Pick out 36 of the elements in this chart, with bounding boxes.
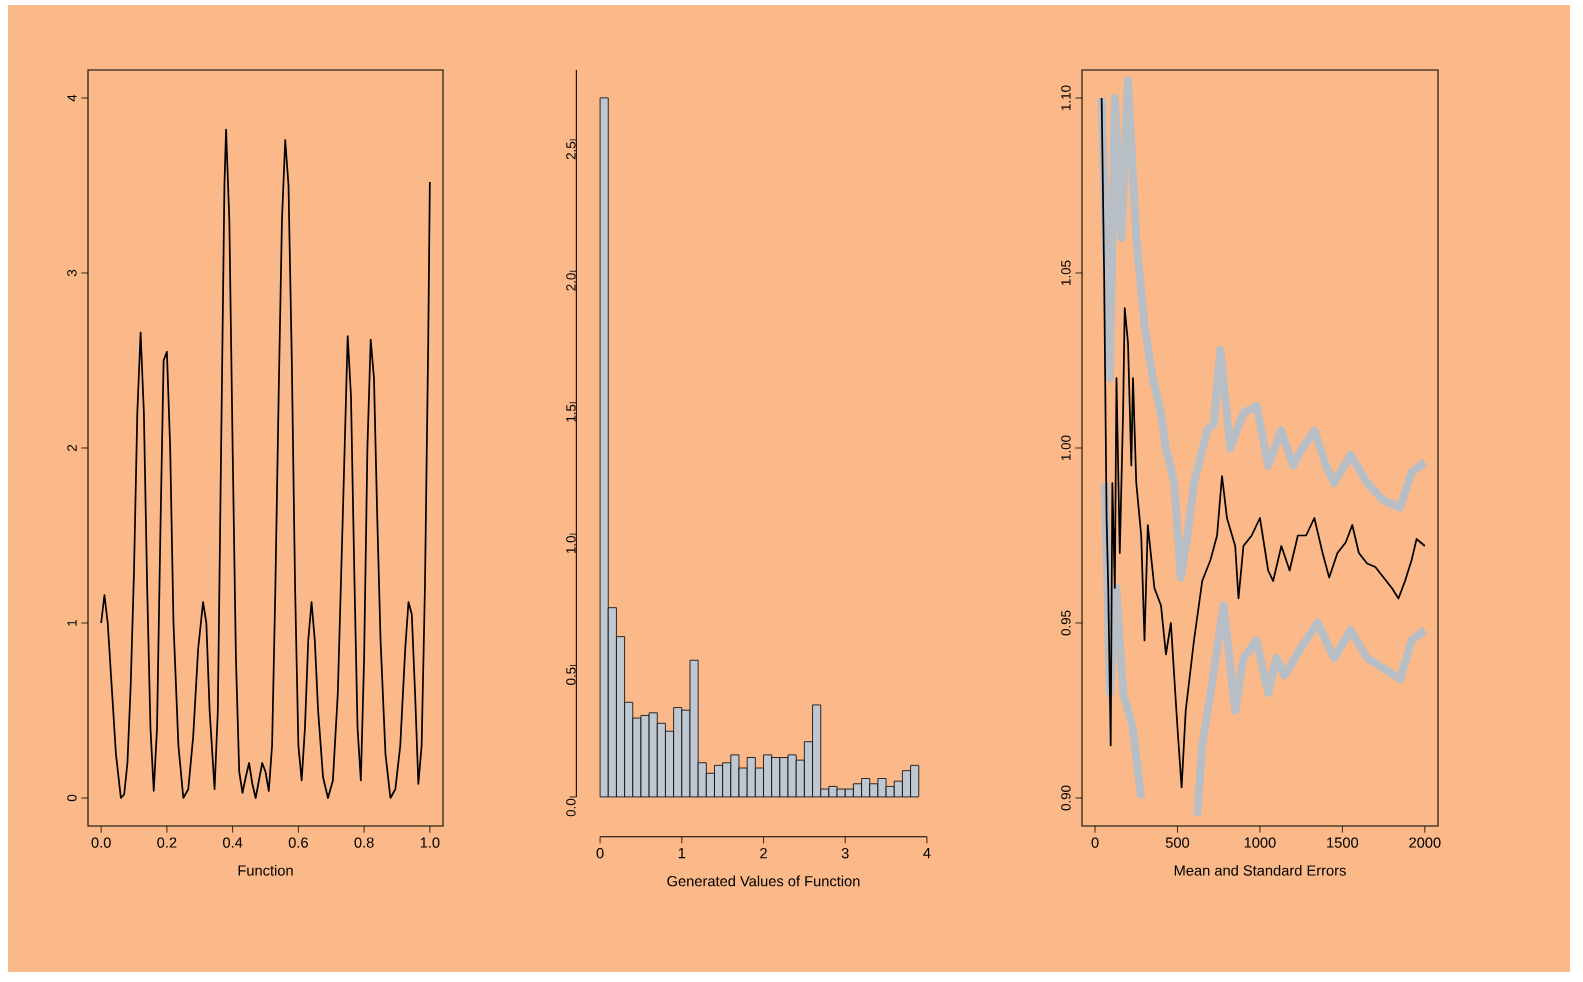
x-axis-title: Generated Values of Function (667, 875, 860, 887)
x-axis-title: Mean and Standard Errors (1174, 864, 1346, 876)
y-tick-label: 4 (67, 94, 77, 102)
x-tick-label: 0.6 (288, 837, 308, 848)
x-tick-label: 1500 (1327, 837, 1359, 848)
x-tick-label: 0.8 (354, 837, 374, 848)
y-tick-label: 1 (67, 619, 77, 626)
y-tick-label: 2.0 (566, 273, 576, 291)
y-tick-label: 1.10 (1061, 85, 1071, 110)
x-tick-label: 3 (841, 848, 849, 859)
y-tick-label: 1.00 (1061, 435, 1071, 460)
y-tick-label: 1.0 (566, 536, 576, 554)
y-tick-label: 2.5 (566, 141, 576, 160)
x-tick-label: 500 (1165, 837, 1190, 848)
x-tick-label: 1 (678, 848, 686, 859)
x-tick-label: 2000 (1409, 837, 1441, 848)
x-tick-label: 0.4 (223, 837, 243, 848)
y-tick-label: 0.0 (566, 798, 576, 817)
x-tick-label: 2 (760, 848, 767, 859)
x-tick-label: 1.0 (420, 837, 440, 848)
y-tick-label: 0.95 (1061, 610, 1071, 636)
x-tick-label: 0.2 (157, 837, 177, 848)
x-axis-title: Function (238, 864, 293, 876)
y-tick-label: 1.05 (1061, 260, 1071, 285)
x-tick-label: 4 (923, 848, 931, 859)
y-tick-label: 1.5 (566, 404, 576, 422)
y-tick-label: 0.90 (1061, 785, 1071, 811)
y-tick-label: 2 (67, 444, 77, 452)
x-tick-label: 1000 (1244, 837, 1276, 848)
y-tick-label: 0.5 (566, 667, 576, 685)
x-tick-label: 0 (596, 848, 604, 859)
x-tick-label: 0.0 (91, 837, 111, 848)
line-series (1100, 97, 1426, 789)
y-tick-label: 3 (67, 269, 77, 277)
y-tick-label: 0 (67, 794, 77, 802)
x-tick-label: 0 (1091, 837, 1099, 848)
